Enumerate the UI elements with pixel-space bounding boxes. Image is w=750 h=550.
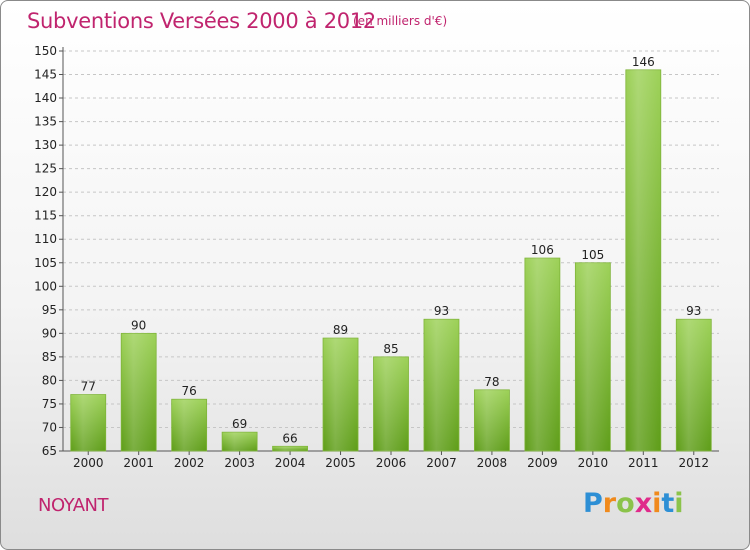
x-tick-label: 2000 [73, 456, 104, 470]
x-tick-label: 2007 [426, 456, 457, 470]
y-tick-label: 90 [42, 326, 57, 340]
data-label: 78 [484, 375, 499, 389]
logo-letter: r [602, 488, 617, 519]
x-tick-label: 2011 [628, 456, 659, 470]
bar-shine [323, 338, 359, 451]
logo-letter: i [674, 488, 684, 519]
bar-shine [524, 258, 560, 451]
y-tick-label: 135 [34, 115, 57, 129]
y-tick-label: 125 [34, 162, 57, 176]
y-tick-label: 140 [34, 91, 57, 105]
bar-shine [121, 333, 157, 451]
x-tick-label: 2006 [376, 456, 407, 470]
x-tick-label: 2009 [527, 456, 558, 470]
y-tick-label: 150 [34, 44, 57, 58]
y-tick-label: 110 [34, 232, 57, 246]
logo-letter: o [616, 488, 635, 519]
y-tick-label: 80 [42, 373, 57, 387]
bar-shine [575, 262, 611, 451]
y-tick-label: 120 [34, 185, 57, 199]
data-label: 105 [581, 248, 604, 262]
bar-shine [625, 69, 661, 451]
data-label: 146 [632, 55, 655, 69]
data-label: 77 [81, 380, 96, 394]
data-label: 93 [434, 304, 449, 318]
chart-title: Subventions Versées 2000 à 2012 [27, 9, 376, 33]
axes: 65 70 75 80 85 90 95 100 105 110 115 120 125 130 135 14… [34, 44, 719, 470]
data-label: 93 [686, 304, 701, 318]
y-tick-label: 145 [34, 68, 57, 82]
bar-shine [423, 319, 459, 451]
data-label: 85 [383, 342, 398, 356]
x-tick-label: 2012 [678, 456, 709, 470]
bars [70, 69, 712, 452]
logo-letter: x [634, 488, 653, 519]
proxiti-logo: Proxiti [583, 488, 684, 519]
data-label: 69 [232, 417, 247, 431]
chart-subtitle: (en milliers d'€) [353, 14, 448, 28]
x-tick-label: 2005 [325, 456, 356, 470]
bar-shine [676, 319, 712, 451]
y-tick-label: 130 [34, 138, 57, 152]
data-label: 76 [182, 384, 197, 398]
y-tick-label: 105 [34, 256, 57, 270]
place-name: NOYANT [38, 495, 109, 516]
data-label: 106 [531, 243, 554, 257]
logo-letter: i [652, 488, 662, 519]
y-tick-label: 75 [42, 397, 57, 411]
bar-shine [373, 356, 409, 451]
logo-letter: P [583, 488, 603, 519]
x-tick-label: 2004 [275, 456, 306, 470]
bar-shine [474, 389, 510, 451]
y-tick-label: 95 [42, 303, 57, 317]
y-tick-label: 85 [42, 350, 57, 364]
y-tick-label: 115 [34, 209, 57, 223]
x-tick-label: 2001 [123, 456, 154, 470]
y-tick-label: 70 [42, 420, 57, 434]
y-tick-label: 65 [42, 444, 57, 458]
data-label: 90 [131, 318, 146, 332]
x-tick-label: 2010 [578, 456, 609, 470]
data-label: 89 [333, 323, 348, 337]
logo-letter: t [661, 488, 675, 519]
data-label: 66 [282, 431, 297, 445]
y-tick-label: 100 [34, 279, 57, 293]
x-tick-label: 2002 [174, 456, 205, 470]
x-tick-label: 2008 [477, 456, 508, 470]
bar-shine [222, 432, 258, 451]
bar-shine [70, 394, 106, 451]
x-tick-label: 2003 [224, 456, 255, 470]
bar-shine [272, 446, 308, 451]
bar-shine [171, 399, 207, 451]
data-labels: 77 90 76 69 66 89 85 93 78 106 105 146 93 [81, 55, 702, 445]
